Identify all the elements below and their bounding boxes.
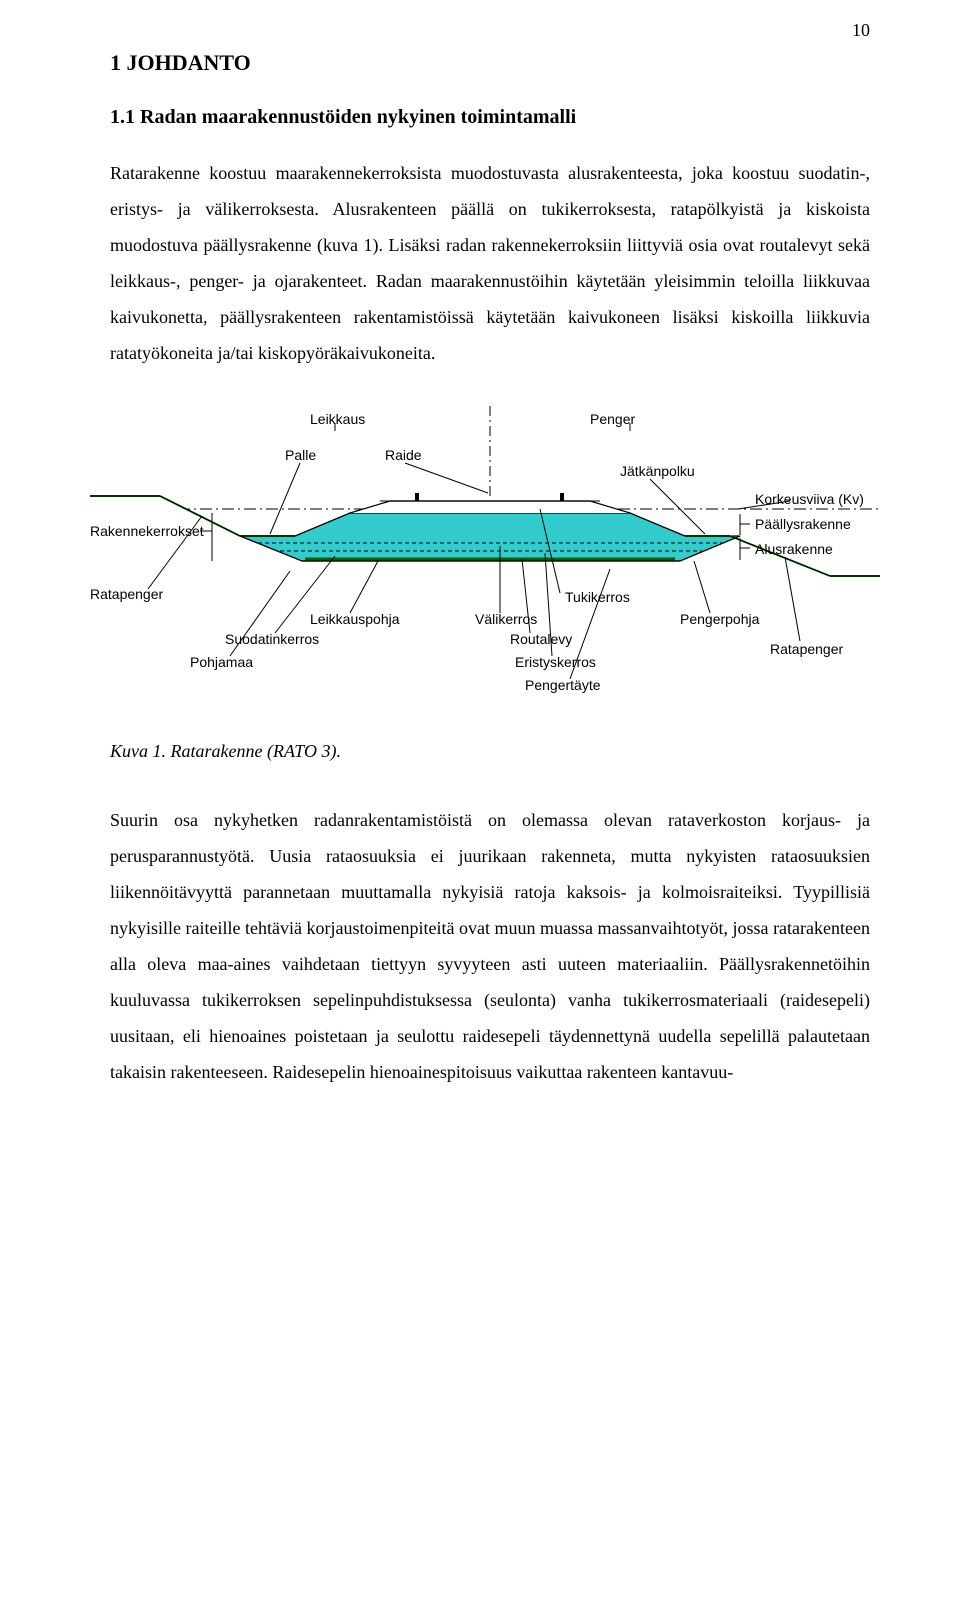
label-ratapenger-right: Ratapenger: [770, 641, 843, 657]
document-page: 10 1 JOHDANTO 1.1 Radan maarakennustöide…: [0, 0, 960, 1160]
label-ratapenger-left: Ratapenger: [90, 586, 163, 602]
label-alusrakenne: Alusrakenne: [755, 541, 833, 557]
label-routalevy: Routalevy: [510, 631, 572, 647]
label-leikkauspohja: Leikkauspohja: [310, 611, 400, 627]
label-jatkanpolku: Jätkänpolku: [620, 463, 695, 479]
figure-caption: Kuva 1. Ratarakenne (RATO 3).: [110, 741, 870, 762]
paragraph-intro: Ratarakenne koostuu maarakennekerroksist…: [110, 155, 870, 371]
rail-structure-diagram: Leikkaus Penger Palle Raide Jätkänpolku …: [90, 401, 880, 711]
page-number: 10: [852, 20, 870, 41]
label-paallysrakenne: Päällysrakenne: [755, 516, 851, 532]
label-valikerros: Välikerros: [475, 611, 537, 627]
label-pengertayte: Pengertäyte: [525, 677, 601, 693]
figure-container: Leikkaus Penger Palle Raide Jätkänpolku …: [90, 401, 880, 711]
label-pohjamaa: Pohjamaa: [190, 654, 253, 670]
label-raide: Raide: [385, 447, 422, 463]
label-leikkaus: Leikkaus: [310, 411, 365, 427]
label-korkeusviiva: Korkeusviiva (Kv): [755, 491, 864, 507]
label-penger: Penger: [590, 411, 635, 427]
label-eristyskerros: Eristyskerros: [515, 654, 596, 670]
heading-level-2: 1.1 Radan maarakennustöiden nykyinen toi…: [110, 106, 870, 129]
label-rakennekerrokset: Rakennekerrokset: [90, 523, 204, 539]
label-palle: Palle: [285, 447, 316, 463]
label-pengerpohja: Pengerpohja: [680, 611, 759, 627]
paragraph-body: Suurin osa nykyhetken radanrakentamistöi…: [110, 802, 870, 1090]
label-tukikerros: Tukikerros: [565, 589, 630, 605]
label-suodatinkerros: Suodatinkerros: [225, 631, 319, 647]
heading-level-1: 1 JOHDANTO: [110, 50, 870, 76]
